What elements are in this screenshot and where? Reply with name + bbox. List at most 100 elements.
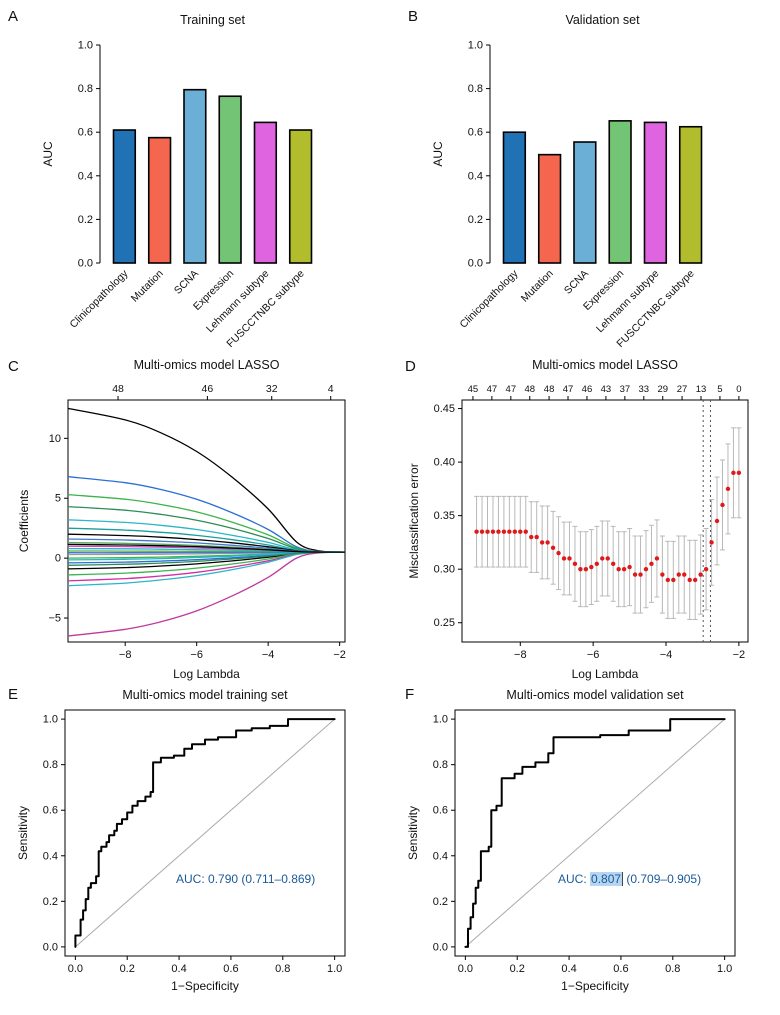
panel-e: E Multi-omics model training set 0.0 0.2 0…: [0, 684, 390, 1015]
svg-text:0.6: 0.6: [43, 805, 58, 817]
svg-text:Coefficients: Coefficients: [17, 490, 31, 552]
svg-text:0.4: 0.4: [43, 850, 58, 862]
svg-text:47: 47: [563, 384, 574, 395]
svg-text:SCNA: SCNA: [562, 268, 591, 297]
svg-text:33: 33: [639, 384, 650, 395]
auc-value: 0.790: [208, 872, 239, 886]
svg-text:48: 48: [524, 384, 535, 395]
svg-text:Clinicopathology: Clinicopathology: [68, 267, 131, 330]
svg-text:Lehmann subtype: Lehmann subtype: [204, 268, 272, 336]
auc-label: AUC:: [176, 872, 209, 886]
validation-set-auc-bar-chart: 0.0 0.2 0.4 0.6 0.8 1.0 AUC ClinicopathologyMut…: [431, 40, 703, 350]
svg-text:−8: −8: [514, 649, 527, 661]
svg-text:47: 47: [487, 384, 498, 395]
svg-text:0.6: 0.6: [433, 805, 448, 817]
svg-text:27: 27: [677, 384, 688, 395]
svg-text:47: 47: [506, 384, 517, 395]
svg-text:AUC: AUC: [431, 141, 445, 167]
auc-label: AUC:: [558, 872, 591, 886]
auc-ci: (0.711–0.869): [238, 872, 316, 886]
svg-text:0.2: 0.2: [43, 896, 58, 908]
svg-text:1.0: 1.0: [78, 40, 93, 52]
svg-text:10: 10: [49, 433, 61, 445]
svg-text:Mutation: Mutation: [129, 268, 166, 305]
svg-text:0.6: 0.6: [223, 963, 238, 975]
svg-text:1.0: 1.0: [717, 963, 732, 975]
svg-text:37: 37: [620, 384, 631, 395]
panel-c: C Multi-omics model LASSO −8 −6 −4 −2 −5 0 5 10…: [0, 352, 390, 684]
svg-text:0.4: 0.4: [468, 170, 483, 182]
svg-text:0.6: 0.6: [613, 963, 628, 975]
lasso-coefficients-plot: −8 −6 −4 −2 −5 0 5 10 Log Lambda Coefficients 48 46…: [17, 383, 346, 681]
panel-f: F Multi-omics model validation set 0.0 0.…: [390, 684, 780, 1015]
svg-text:0.8: 0.8: [433, 759, 448, 771]
svg-text:0.0: 0.0: [433, 941, 448, 953]
svg-text:−8: −8: [119, 649, 132, 661]
auc-value: 0.807: [590, 872, 624, 886]
svg-text:Clinicopathology: Clinicopathology: [458, 267, 521, 330]
svg-text:4: 4: [328, 383, 334, 395]
svg-text:0.4: 0.4: [561, 963, 576, 975]
svg-text:−6: −6: [190, 649, 203, 661]
svg-text:0.2: 0.2: [78, 214, 93, 226]
panel-c-title: Multi-omics model LASSO: [133, 358, 280, 372]
svg-text:0.25: 0.25: [434, 617, 455, 629]
svg-text:45: 45: [468, 384, 479, 395]
auc-annotation-validation: AUC: 0.807 (0.709–0.905): [558, 872, 701, 886]
svg-text:1−Specificity: 1−Specificity: [561, 979, 629, 993]
svg-text:5: 5: [55, 493, 61, 505]
svg-text:0.30: 0.30: [434, 564, 455, 576]
panel-a-title: Training set: [180, 13, 245, 27]
svg-text:0.0: 0.0: [78, 258, 93, 270]
svg-text:Log Lambda: Log Lambda: [572, 667, 639, 681]
svg-text:−4: −4: [262, 649, 275, 661]
svg-text:0.0: 0.0: [468, 258, 483, 270]
svg-text:Sensitivity: Sensitivity: [406, 806, 420, 860]
svg-text:13: 13: [696, 384, 707, 395]
lasso-cv-error-plot: −8 −6 −4 −2 0.25 0.30 0.35 0.40 0.45 Log Lambda Mi…: [407, 384, 749, 681]
svg-text:1.0: 1.0: [468, 40, 483, 52]
svg-text:0.6: 0.6: [468, 127, 483, 139]
svg-text:Sensitivity: Sensitivity: [16, 806, 30, 860]
panel-f-letter: F: [405, 686, 415, 703]
auc-annotation-training: AUC: 0.790 (0.711–0.869): [176, 872, 315, 886]
panel-c-letter: C: [8, 358, 19, 375]
svg-text:46: 46: [582, 384, 593, 395]
panel-b-letter: B: [408, 8, 419, 25]
svg-text:Mutation: Mutation: [519, 268, 556, 305]
svg-text:48: 48: [544, 384, 555, 395]
svg-text:0.45: 0.45: [434, 403, 455, 415]
svg-text:−2: −2: [733, 649, 746, 661]
svg-text:AUC: AUC: [41, 141, 55, 167]
svg-text:1−Specificity: 1−Specificity: [171, 979, 239, 993]
svg-text:−5: −5: [48, 613, 61, 625]
panel-e-title: Multi-omics model training set: [122, 688, 288, 702]
svg-text:0.4: 0.4: [171, 963, 186, 975]
svg-text:Log Lambda: Log Lambda: [173, 667, 240, 681]
svg-text:1.0: 1.0: [327, 963, 342, 975]
panel-e-letter: E: [8, 686, 19, 703]
panel-d: D Multi-omics model LASSO −8 −6 −4 −2 0.25 0.…: [390, 352, 780, 684]
svg-text:Misclassification error: Misclassification error: [407, 463, 421, 578]
svg-text:32: 32: [266, 383, 278, 395]
svg-text:48: 48: [112, 383, 124, 395]
panel-b-title: Validation set: [565, 13, 640, 27]
svg-text:1.0: 1.0: [433, 714, 448, 726]
panel-d-title: Multi-omics model LASSO: [532, 358, 678, 372]
panel-a-letter: A: [8, 8, 19, 25]
svg-text:1.0: 1.0: [43, 714, 58, 726]
roc-curve-validation: 0.0 0.2 0.4 0.6 0.8 1.0 0.0 0.2 0.4 0.6 0.8 1.0 1−Sp…: [406, 709, 736, 993]
svg-text:43: 43: [601, 384, 612, 395]
training-set-auc-bar-chart: 0.0 0.2 0.4 0.6 0.8 1.0 AUC ClinicopathologyMut…: [41, 40, 313, 350]
svg-text:46: 46: [202, 383, 214, 395]
svg-text:0.40: 0.40: [434, 457, 455, 469]
svg-text:−4: −4: [660, 649, 673, 661]
svg-text:0: 0: [55, 553, 61, 565]
svg-text:SCNA: SCNA: [172, 268, 201, 297]
svg-text:0: 0: [736, 384, 741, 395]
roc-curve-training: 0.0 0.2 0.4 0.6 0.8 1.0 0.0 0.2 0.4 0.6 0.8 1.0 1−Sp…: [16, 709, 346, 993]
svg-text:0.6: 0.6: [78, 127, 93, 139]
svg-text:5: 5: [717, 384, 722, 395]
panel-f-title: Multi-omics model validation set: [506, 688, 684, 702]
